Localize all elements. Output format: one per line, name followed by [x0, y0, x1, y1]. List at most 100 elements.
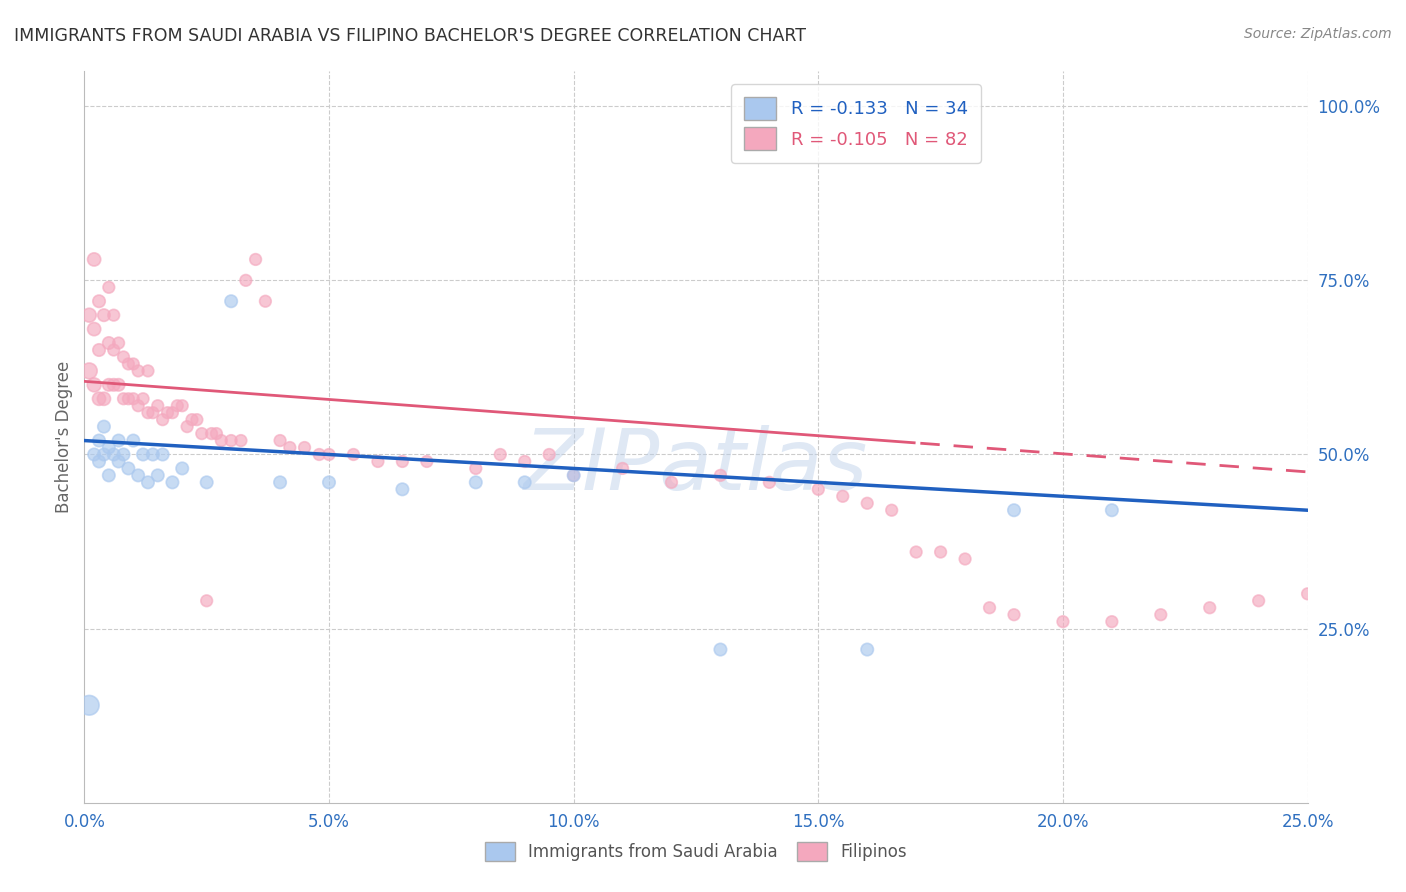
Point: [103, 448, 125, 462]
Point: [464, 475, 486, 490]
Point: [122, 392, 145, 406]
Point: [513, 454, 536, 468]
Point: [661, 475, 683, 490]
Point: [127, 364, 149, 378]
Point: [93, 308, 115, 322]
Y-axis label: Bachelor's Degree: Bachelor's Degree: [55, 361, 73, 513]
Point: [117, 357, 139, 371]
Point: [87, 454, 110, 468]
Point: [176, 419, 198, 434]
Point: [87, 392, 110, 406]
Point: [709, 468, 731, 483]
Point: [117, 461, 139, 475]
Point: [181, 412, 204, 426]
Point: [103, 377, 125, 392]
Point: [219, 434, 242, 448]
Point: [807, 483, 830, 497]
Point: [97, 280, 120, 294]
Point: [538, 448, 561, 462]
Point: [229, 434, 252, 448]
Point: [245, 252, 267, 267]
Point: [513, 475, 536, 490]
Point: [294, 441, 316, 455]
Point: [172, 399, 194, 413]
Point: [367, 454, 389, 468]
Point: [117, 392, 139, 406]
Point: [1150, 607, 1173, 622]
Point: [83, 448, 105, 462]
Point: [1101, 503, 1123, 517]
Point: [1002, 607, 1025, 622]
Point: [831, 489, 853, 503]
Point: [562, 468, 585, 483]
Point: [162, 406, 184, 420]
Point: [166, 399, 188, 413]
Point: [107, 434, 129, 448]
Point: [97, 377, 120, 392]
Point: [1247, 594, 1270, 608]
Point: [464, 461, 486, 475]
Point: [87, 434, 110, 448]
Point: [112, 392, 135, 406]
Point: [87, 294, 110, 309]
Point: [146, 399, 169, 413]
Point: [107, 377, 129, 392]
Point: [156, 406, 179, 420]
Point: [162, 475, 184, 490]
Point: [1198, 600, 1220, 615]
Point: [269, 475, 291, 490]
Point: [880, 503, 903, 517]
Point: [132, 448, 155, 462]
Point: [318, 475, 340, 490]
Point: [269, 434, 291, 448]
Point: [172, 461, 194, 475]
Point: [112, 350, 135, 364]
Point: [709, 642, 731, 657]
Point: [318, 448, 340, 462]
Point: [136, 364, 159, 378]
Point: [93, 419, 115, 434]
Point: [278, 441, 301, 455]
Point: [93, 392, 115, 406]
Point: [856, 496, 879, 510]
Point: [391, 483, 413, 497]
Point: [77, 308, 100, 322]
Point: [152, 448, 174, 462]
Point: [142, 406, 165, 420]
Point: [308, 448, 330, 462]
Point: [107, 454, 129, 468]
Point: [83, 377, 105, 392]
Point: [254, 294, 277, 309]
Point: [205, 426, 228, 441]
Point: [83, 322, 105, 336]
Point: [1002, 503, 1025, 517]
Point: [107, 336, 129, 351]
Legend: Immigrants from Saudi Arabia, Filipinos: Immigrants from Saudi Arabia, Filipinos: [478, 835, 914, 868]
Point: [929, 545, 952, 559]
Point: [103, 343, 125, 357]
Point: [132, 392, 155, 406]
Point: [97, 468, 120, 483]
Point: [209, 434, 232, 448]
Text: ZIPatlas: ZIPatlas: [524, 425, 868, 508]
Point: [953, 552, 976, 566]
Text: IMMIGRANTS FROM SAUDI ARABIA VS FILIPINO BACHELOR'S DEGREE CORRELATION CHART: IMMIGRANTS FROM SAUDI ARABIA VS FILIPINO…: [14, 27, 806, 45]
Point: [127, 468, 149, 483]
Point: [219, 294, 242, 309]
Point: [186, 412, 208, 426]
Point: [87, 343, 110, 357]
Point: [195, 594, 218, 608]
Point: [1296, 587, 1319, 601]
Point: [195, 475, 218, 490]
Point: [122, 434, 145, 448]
Point: [235, 273, 257, 287]
Point: [191, 426, 214, 441]
Point: [152, 412, 174, 426]
Point: [416, 454, 439, 468]
Point: [1052, 615, 1074, 629]
Point: [489, 448, 512, 462]
Point: [103, 308, 125, 322]
Point: [612, 461, 634, 475]
Point: [391, 454, 413, 468]
Point: [97, 336, 120, 351]
